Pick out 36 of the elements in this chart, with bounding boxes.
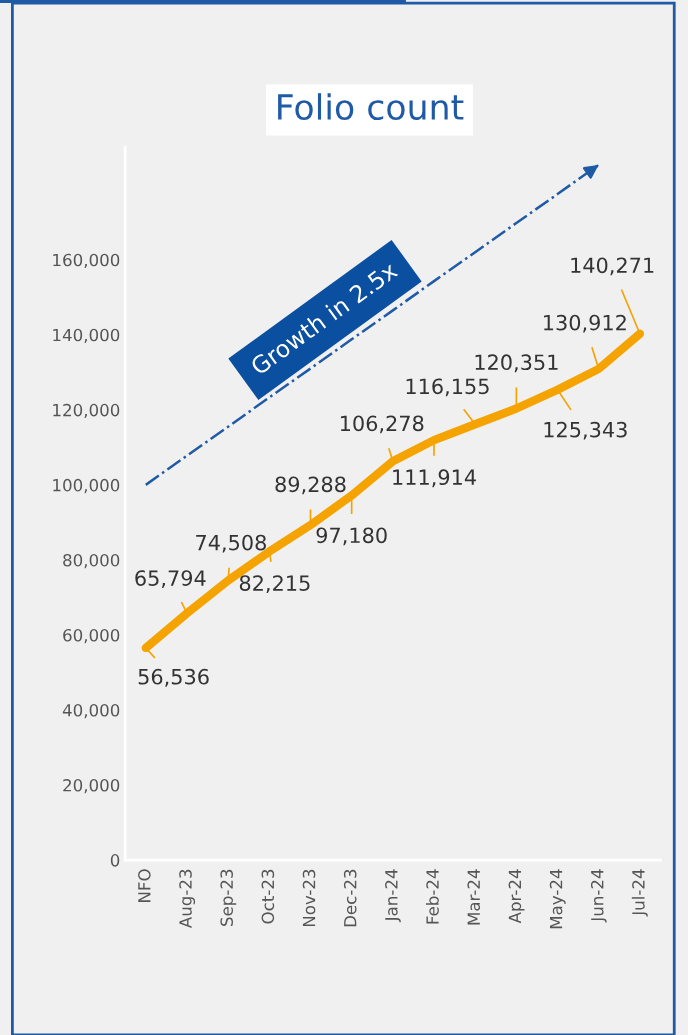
text: 140,271	[571, 257, 654, 276]
x-tick-label: Jul-24	[631, 869, 648, 917]
x-tick-label: Sep-23	[220, 869, 237, 926]
text: 125,343	[544, 421, 627, 440]
text: 74,508	[196, 534, 266, 553]
text: 106,278	[340, 415, 424, 434]
y-tick-label: 100,000	[53, 478, 120, 494]
y-tick-label: 160,000	[53, 253, 120, 269]
chart-title: Folio count	[278, 93, 464, 121]
y-tick-label: 120,000	[53, 403, 120, 419]
x-tick-label: Dec-23	[343, 869, 357, 927]
y-tick-label: 0	[110, 854, 120, 867]
y-tick-label: 80,000	[63, 553, 120, 569]
x-tick-label: Apr-24	[508, 869, 525, 924]
text: 97,180	[316, 527, 387, 546]
text: 116,155	[406, 378, 489, 397]
y-tick-label: 140,000	[53, 328, 120, 344]
text: 82,215	[239, 575, 310, 594]
text: 65,794	[135, 570, 206, 589]
x-tick-label: May-24	[549, 869, 566, 929]
text: 89,288	[275, 476, 346, 495]
y-tick-label: 20,000	[63, 779, 120, 794]
x-tick-label: Oct-23	[261, 869, 275, 924]
x-tick-label: Jun-24	[590, 869, 607, 923]
x-tick-label: Feb-24	[425, 869, 439, 924]
y-tick-label: 40,000	[62, 703, 120, 719]
x-tick-label: Jan-24	[385, 869, 401, 923]
x-tick-label: NFO	[138, 869, 151, 902]
text: 56,536	[138, 668, 209, 687]
x-tick-label: Mar-24	[467, 869, 481, 925]
x-tick-label: Nov-23	[302, 869, 316, 927]
x-tick-label: Aug-23	[179, 869, 196, 929]
text: 130,912	[544, 314, 626, 333]
y-tick-label: 60,000	[63, 628, 120, 644]
text: 111,914	[393, 469, 476, 488]
text: 120,351	[475, 354, 558, 373]
